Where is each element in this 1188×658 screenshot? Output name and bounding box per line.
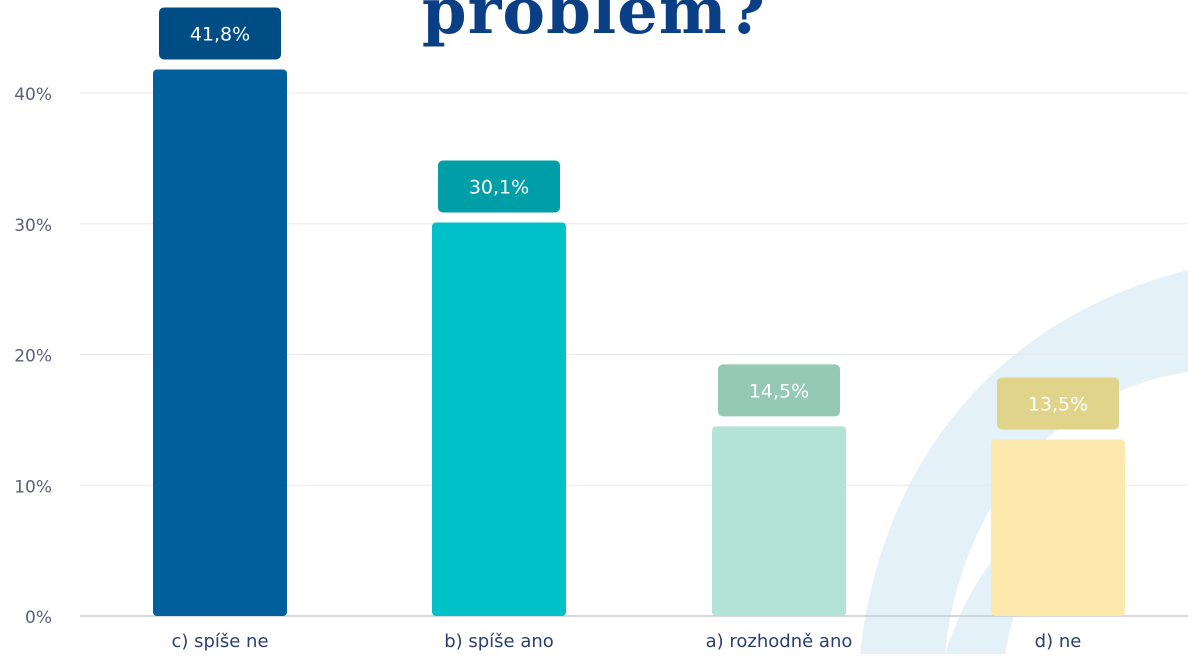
- y-tick-label: 0%: [25, 608, 52, 628]
- value-label-box: [997, 377, 1119, 430]
- bars: [153, 69, 1125, 617]
- value-label-box: [159, 7, 281, 60]
- x-category-label: d) ne: [1035, 631, 1082, 652]
- chart-title: problém?: [421, 0, 767, 49]
- bar: [991, 439, 1125, 616]
- x-category-label: b) spíše ano: [444, 631, 554, 652]
- y-tick-label: 20%: [14, 347, 52, 367]
- x-axis: c) spíše ne b) spíše ano a) rozhodně ano d)…: [171, 631, 1081, 652]
- y-tick-label: 40%: [14, 85, 52, 105]
- value-label: 41,8%: [190, 23, 250, 45]
- value-label: 14,5%: [749, 380, 809, 402]
- value-label-box: [438, 160, 560, 213]
- x-category-label: c) spíše ne: [171, 631, 268, 652]
- x-category-label: a) rozhodně ano: [706, 631, 853, 652]
- y-tick-label: 30%: [14, 216, 52, 236]
- y-axis: 0% 10% 20% 30% 40%: [14, 85, 52, 628]
- bar: [712, 426, 846, 616]
- value-label-box: [718, 364, 840, 417]
- value-label: 30,1%: [469, 176, 529, 198]
- bar: [432, 222, 566, 616]
- y-tick-label: 10%: [14, 477, 52, 497]
- bar: [153, 69, 287, 617]
- value-label: 13,5%: [1028, 393, 1088, 415]
- value-labels: 41,8% 30,1% 14,5% 13,5%: [159, 7, 1119, 430]
